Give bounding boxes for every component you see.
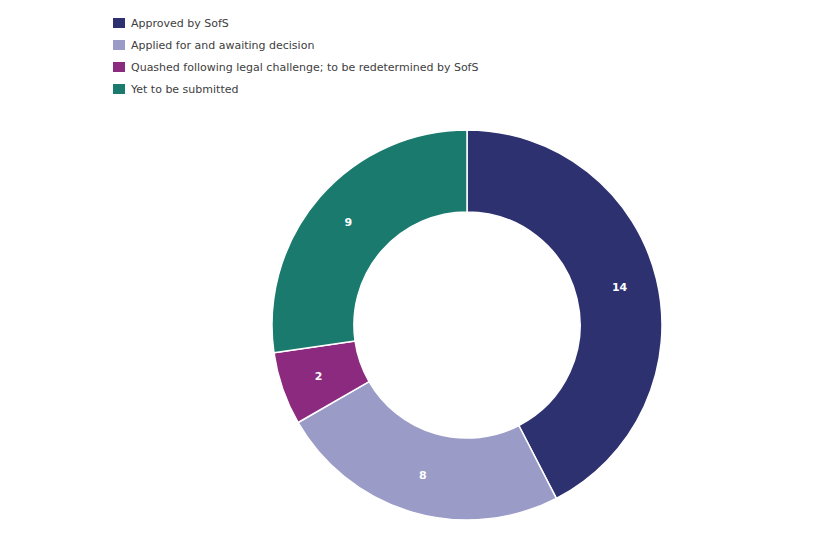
svg-text:Approved by SofS: Approved by SofS (131, 17, 229, 30)
svg-text:Yet to be submitted: Yet to be submitted (130, 83, 238, 96)
svg-text:14: 14 (612, 281, 628, 294)
svg-text:Quashed following legal challe: Quashed following legal challenge; to be… (131, 61, 478, 74)
svg-text:Applied for and awaiting decis: Applied for and awaiting decision (131, 39, 314, 52)
svg-text:9: 9 (344, 216, 352, 229)
svg-text:8: 8 (419, 469, 427, 482)
svg-text:2: 2 (315, 370, 323, 383)
